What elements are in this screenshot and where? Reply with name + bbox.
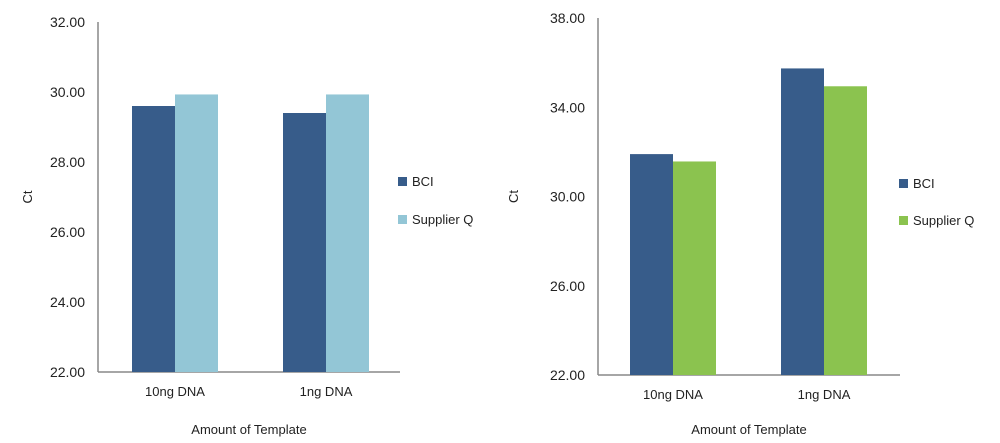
y-tick-label: 26.00 <box>550 278 585 294</box>
legend-label: BCI <box>412 174 434 189</box>
y-tick-label: 26.00 <box>50 224 85 240</box>
y-tick-label: 28.00 <box>50 154 85 170</box>
legend-swatch <box>398 215 407 224</box>
legend-label: BCI <box>913 176 935 191</box>
y-axis-title: Ct <box>506 190 521 203</box>
x-tick-label: 10ng DNA <box>145 384 205 399</box>
y-axis-title: Ct <box>20 190 35 203</box>
bar-bci-1 <box>283 113 326 372</box>
bar-bci-0 <box>132 106 175 372</box>
y-tick-label: 22.00 <box>50 364 85 380</box>
legend-label: Supplier Q <box>913 213 974 228</box>
y-tick-label: 34.00 <box>550 99 585 115</box>
x-tick-label: 1ng DNA <box>798 387 851 402</box>
y-tick-label: 22.00 <box>550 367 585 383</box>
bar-supplier-q-1 <box>824 86 867 376</box>
bar-supplier-q-0 <box>673 161 716 375</box>
bar-supplier-q-1 <box>326 94 369 372</box>
x-axis-title: Amount of Template <box>691 422 806 437</box>
y-tick-label: 38.00 <box>550 10 585 26</box>
bar-bci-0 <box>630 154 673 375</box>
y-tick-label: 30.00 <box>550 189 585 205</box>
y-tick-label: 30.00 <box>50 84 85 100</box>
y-tick-label: 24.00 <box>50 294 85 310</box>
legend-swatch <box>899 216 908 225</box>
x-tick-label: 10ng DNA <box>643 387 703 402</box>
x-axis-title: Amount of Template <box>191 422 306 437</box>
legend-swatch <box>398 177 407 186</box>
bar-bci-1 <box>781 68 824 376</box>
x-tick-label: 1ng DNA <box>300 384 353 399</box>
bar-supplier-q-0 <box>175 94 218 372</box>
y-tick-label: 32.00 <box>50 14 85 30</box>
legend-label: Supplier Q <box>412 212 473 227</box>
legend-swatch <box>899 179 908 188</box>
